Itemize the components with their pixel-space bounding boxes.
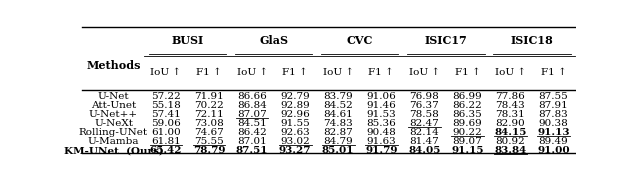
Text: 92.63: 92.63 — [280, 128, 310, 137]
Text: 86.35: 86.35 — [452, 110, 483, 119]
Text: CVC: CVC — [346, 35, 373, 46]
Text: 78.79: 78.79 — [193, 146, 225, 155]
Text: Rolling-UNet: Rolling-UNet — [79, 128, 148, 137]
Text: 76.98: 76.98 — [410, 92, 439, 101]
Text: 87.55: 87.55 — [539, 92, 568, 101]
Text: 92.79: 92.79 — [280, 92, 310, 101]
Text: ISIC17: ISIC17 — [424, 35, 467, 46]
Text: U-Mamba: U-Mamba — [88, 137, 140, 146]
Text: F1 ↑: F1 ↑ — [196, 68, 222, 77]
Text: 78.43: 78.43 — [495, 101, 525, 110]
Text: U-Net: U-Net — [98, 92, 129, 101]
Text: 90.22: 90.22 — [452, 128, 483, 137]
Text: 78.31: 78.31 — [495, 110, 525, 119]
Text: 86.99: 86.99 — [452, 92, 483, 101]
Text: 72.11: 72.11 — [194, 110, 224, 119]
Text: 83.79: 83.79 — [323, 92, 353, 101]
Text: 75.55: 75.55 — [194, 137, 224, 146]
Text: 74.67: 74.67 — [194, 128, 224, 137]
Text: 91.79: 91.79 — [365, 146, 397, 155]
Text: 92.89: 92.89 — [280, 101, 310, 110]
Text: 83.84: 83.84 — [494, 146, 527, 155]
Text: 65.42: 65.42 — [150, 146, 182, 155]
Text: 80.92: 80.92 — [495, 137, 525, 146]
Text: 57.22: 57.22 — [151, 92, 181, 101]
Text: IoU ↑: IoU ↑ — [237, 68, 268, 77]
Text: 87.51: 87.51 — [236, 146, 268, 155]
Text: 59.06: 59.06 — [151, 119, 181, 128]
Text: 89.69: 89.69 — [452, 119, 483, 128]
Text: 87.91: 87.91 — [539, 101, 568, 110]
Text: 84.15: 84.15 — [494, 128, 527, 137]
Text: 81.47: 81.47 — [410, 137, 439, 146]
Text: 91.53: 91.53 — [366, 110, 396, 119]
Text: 74.83: 74.83 — [323, 119, 353, 128]
Text: Att-Unet: Att-Unet — [91, 101, 136, 110]
Text: F1 ↑: F1 ↑ — [454, 68, 480, 77]
Text: 93.27: 93.27 — [279, 146, 312, 155]
Text: 87.07: 87.07 — [237, 110, 267, 119]
Text: 82.87: 82.87 — [323, 128, 353, 137]
Text: 84.52: 84.52 — [323, 101, 353, 110]
Text: 90.48: 90.48 — [366, 128, 396, 137]
Text: 61.81: 61.81 — [151, 137, 181, 146]
Text: 85.36: 85.36 — [366, 119, 396, 128]
Text: 77.86: 77.86 — [495, 92, 525, 101]
Text: 61.00: 61.00 — [151, 128, 181, 137]
Text: Methods: Methods — [86, 60, 141, 71]
Text: 73.08: 73.08 — [194, 119, 224, 128]
Text: 91.46: 91.46 — [366, 101, 396, 110]
Text: 91.13: 91.13 — [537, 128, 570, 137]
Text: 57.41: 57.41 — [151, 110, 181, 119]
Text: U-NeXt: U-NeXt — [94, 119, 133, 128]
Text: 71.91: 71.91 — [194, 92, 224, 101]
Text: 84.61: 84.61 — [323, 110, 353, 119]
Text: 93.02: 93.02 — [280, 137, 310, 146]
Text: 90.38: 90.38 — [539, 119, 568, 128]
Text: 84.05: 84.05 — [408, 146, 440, 155]
Text: 82.90: 82.90 — [495, 119, 525, 128]
Text: 86.22: 86.22 — [452, 101, 483, 110]
Text: IoU ↑: IoU ↑ — [495, 68, 526, 77]
Text: 85.01: 85.01 — [322, 146, 355, 155]
Text: 76.37: 76.37 — [410, 101, 439, 110]
Text: 70.22: 70.22 — [194, 101, 224, 110]
Text: 91.63: 91.63 — [366, 137, 396, 146]
Text: IoU ↑: IoU ↑ — [150, 68, 182, 77]
Text: 55.18: 55.18 — [151, 101, 181, 110]
Text: 78.58: 78.58 — [410, 110, 439, 119]
Text: F1 ↑: F1 ↑ — [541, 68, 566, 77]
Text: 86.84: 86.84 — [237, 101, 267, 110]
Text: BUSI: BUSI — [172, 35, 204, 46]
Text: 86.66: 86.66 — [237, 92, 267, 101]
Text: 91.06: 91.06 — [366, 92, 396, 101]
Text: 84.51: 84.51 — [237, 119, 267, 128]
Text: 89.07: 89.07 — [452, 137, 483, 146]
Text: F1 ↑: F1 ↑ — [282, 68, 308, 77]
Text: ISIC18: ISIC18 — [511, 35, 554, 46]
Text: IoU ↑: IoU ↑ — [409, 68, 440, 77]
Text: U-Net++: U-Net++ — [89, 110, 138, 119]
Text: 82.14: 82.14 — [410, 128, 439, 137]
Text: 84.79: 84.79 — [323, 137, 353, 146]
Text: 91.00: 91.00 — [537, 146, 570, 155]
Text: KM-UNet  (Ours): KM-UNet (Ours) — [63, 146, 163, 155]
Text: 91.15: 91.15 — [451, 146, 484, 155]
Text: 82.47: 82.47 — [410, 119, 439, 128]
Text: 91.55: 91.55 — [280, 119, 310, 128]
Text: 92.96: 92.96 — [280, 110, 310, 119]
Text: IoU ↑: IoU ↑ — [323, 68, 354, 77]
Text: 87.01: 87.01 — [237, 137, 267, 146]
Text: GlaS: GlaS — [259, 35, 288, 46]
Text: F1 ↑: F1 ↑ — [369, 68, 394, 77]
Text: 86.42: 86.42 — [237, 128, 267, 137]
Text: 87.83: 87.83 — [539, 110, 568, 119]
Text: 89.49: 89.49 — [539, 137, 568, 146]
